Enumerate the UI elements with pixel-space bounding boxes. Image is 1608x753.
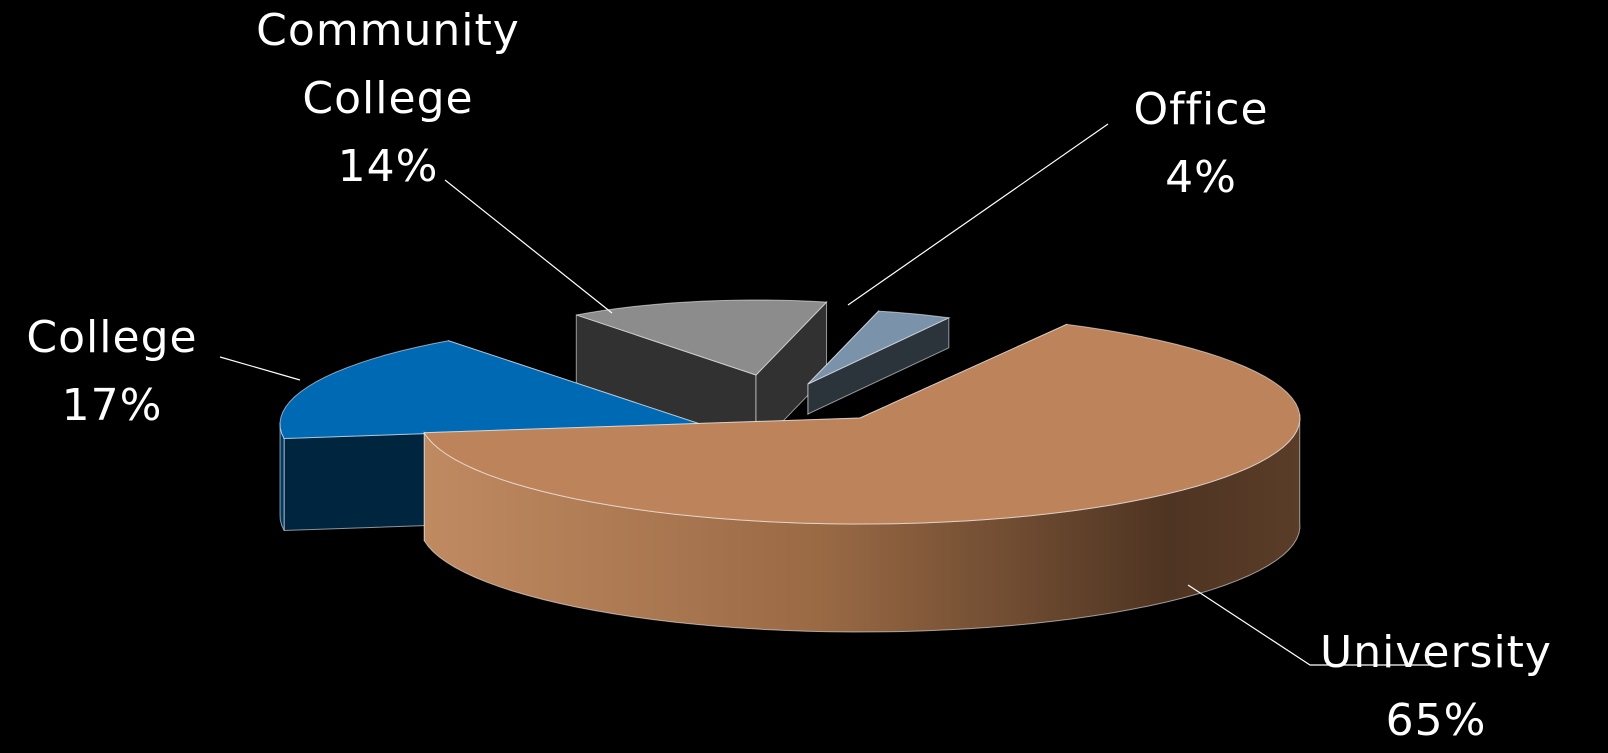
slice-office xyxy=(807,309,951,416)
percent-label-university: 65% xyxy=(1386,695,1487,746)
labels-layer: University 65% College 17% Community College 1… xyxy=(26,5,1552,746)
percent-label-community-college: 14% xyxy=(338,141,439,192)
category-label-office: Office xyxy=(1133,84,1268,135)
slice-top-college xyxy=(279,340,701,439)
percent-label-office: 4% xyxy=(1165,152,1237,203)
leader-line-university xyxy=(1187,584,1436,666)
slice-university xyxy=(423,323,1301,633)
slices-layer xyxy=(279,299,1301,633)
leader-line-community-college xyxy=(444,179,613,314)
percent-label-college: 17% xyxy=(62,380,163,431)
slice-community-college xyxy=(575,299,828,451)
leader-line-office xyxy=(847,123,1109,306)
slice-top-community-college xyxy=(576,299,828,376)
slice-top-office xyxy=(807,310,951,385)
slice-side-college xyxy=(279,422,285,531)
category-label-community-college-0: Community xyxy=(256,5,520,56)
category-label-university: University xyxy=(1320,627,1552,678)
category-label-college: College xyxy=(26,312,197,363)
category-label-community-college-1: College xyxy=(302,73,473,124)
slice-top-university xyxy=(423,323,1301,525)
leader-line-college xyxy=(219,356,301,381)
